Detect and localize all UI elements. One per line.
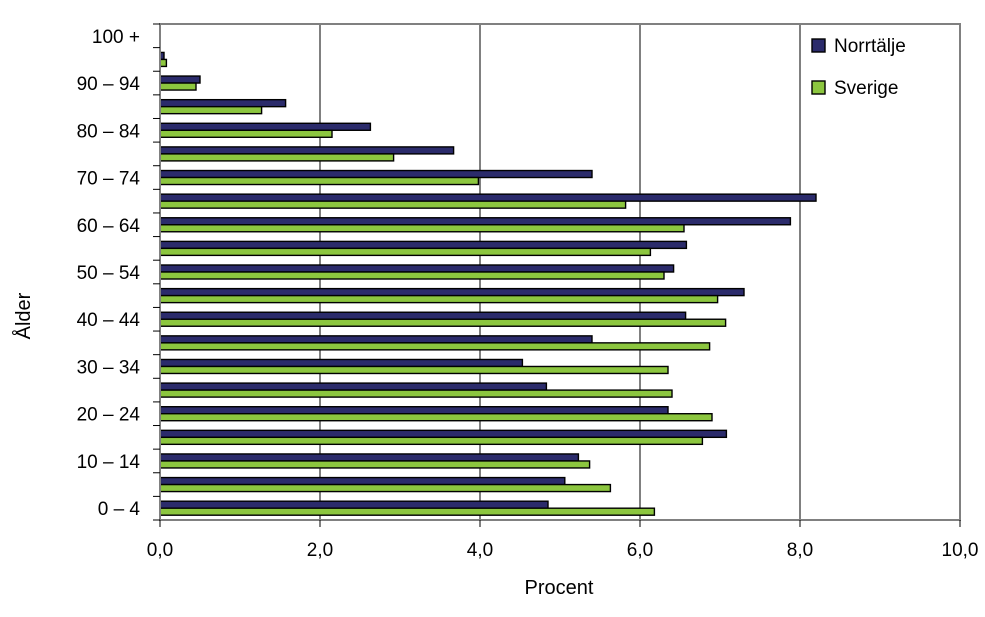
bar-norrtalje — [159, 335, 593, 344]
bar-sverige — [159, 247, 652, 257]
bar-norrtalje — [159, 146, 455, 155]
bar-sverige — [159, 460, 591, 469]
x-tick-label: 0,0 — [147, 540, 173, 561]
bar-sverige — [159, 294, 719, 304]
bar-sverige — [159, 153, 395, 162]
y-tick-label: 100 + — [92, 27, 140, 48]
bar-norrtalje — [159, 240, 688, 250]
y-tick-label: 70 – 74 — [77, 169, 141, 190]
y-tick-label: 40 – 44 — [77, 310, 141, 331]
y-tick-label: 20 – 24 — [77, 405, 141, 426]
bar-sverige — [159, 105, 263, 115]
bar-sverige — [159, 129, 333, 138]
plot-frame — [159, 23, 961, 521]
bar-sverige — [159, 200, 627, 209]
legend: Norrtälje Sverige — [811, 36, 906, 99]
bar-norrtalje — [159, 287, 745, 297]
legend-swatch — [811, 80, 826, 95]
y-axis-label: Ålder — [12, 292, 35, 339]
bar-norrtalje — [159, 169, 593, 179]
y-tick-label: 50 – 54 — [77, 263, 141, 284]
bar-sverige — [159, 176, 480, 186]
bar-sverige — [159, 436, 704, 446]
bar-norrtalje — [159, 382, 548, 391]
x-axis-label: Procent — [525, 577, 594, 599]
x-tick-label: 10,0 — [942, 540, 979, 561]
bar-norrtalje — [159, 311, 687, 320]
x-tick-label: 8,0 — [787, 540, 813, 561]
bar-sverige — [159, 318, 727, 327]
bar-norrtalje — [159, 476, 566, 486]
tick-labels: 0,0 2,0 4,0 6,0 8,0 10,0 0 – 4 10 – 14 20 – 24 30… — [77, 27, 979, 561]
bar-norrtalje — [159, 453, 580, 462]
bars — [159, 51, 817, 516]
bar-norrtalje — [159, 122, 372, 131]
legend-label: Norrtälje — [834, 36, 906, 57]
bar-sverige — [159, 271, 665, 280]
legend-label: Sverige — [834, 78, 898, 99]
y-tick-label: 60 – 64 — [77, 216, 141, 237]
bar-norrtalje — [159, 193, 817, 202]
bar-norrtalje — [159, 406, 669, 415]
bar-norrtalje — [159, 429, 728, 439]
x-tick-label: 2,0 — [307, 540, 333, 561]
y-tick-label: 30 – 34 — [77, 357, 141, 378]
bar-norrtalje — [159, 217, 792, 226]
bar-sverige — [159, 389, 673, 398]
y-tick-label: 90 – 94 — [77, 74, 141, 95]
bar-norrtalje — [159, 75, 201, 84]
bar-sverige — [159, 342, 711, 351]
bar-sverige — [159, 483, 612, 493]
bar-sverige — [159, 224, 685, 233]
legend-swatch — [811, 38, 826, 53]
bar-sverige — [159, 365, 669, 375]
bar-sverige — [159, 507, 656, 516]
y-tick-label: 10 – 14 — [77, 452, 141, 473]
x-tick-label: 4,0 — [467, 540, 493, 561]
bar-norrtalje — [159, 500, 549, 509]
y-tick-label: 0 – 4 — [98, 499, 141, 520]
y-tick-label: 80 – 84 — [77, 121, 141, 142]
bar-norrtalje — [159, 358, 524, 368]
x-tick-label: 6,0 — [627, 540, 653, 561]
bar-norrtalje — [159, 98, 287, 108]
bar-norrtalje — [159, 264, 675, 273]
axes — [153, 23, 961, 527]
bar-sverige — [159, 413, 713, 422]
bar-sverige — [159, 82, 197, 91]
